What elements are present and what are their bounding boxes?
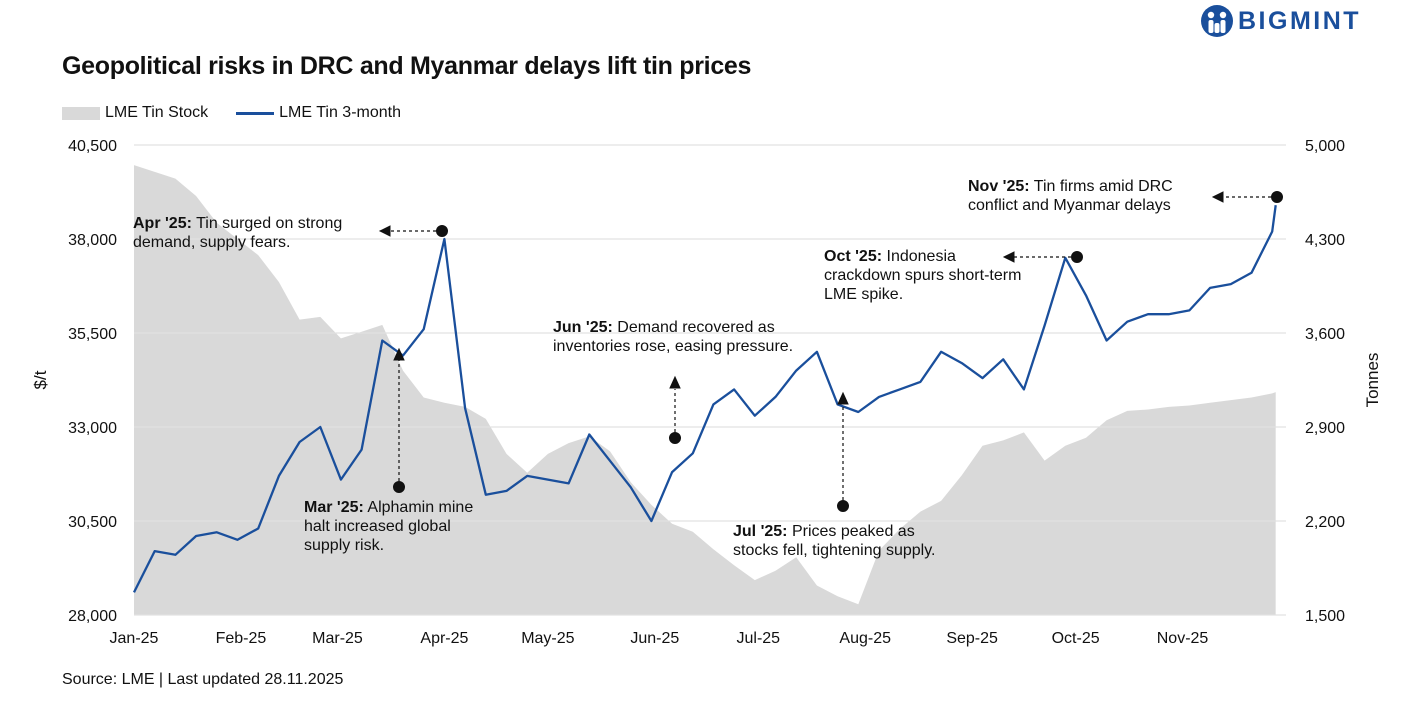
gridlines-overlay xyxy=(134,144,1286,616)
x-tick-label: Mar-25 xyxy=(312,630,363,647)
right-tick-label: 2,200 xyxy=(1305,514,1345,531)
annotation-oct-title: Oct '25: xyxy=(824,248,883,265)
x-tick-label: Oct-25 xyxy=(1052,630,1100,647)
x-tick-label: Apr-25 xyxy=(420,630,468,647)
marker-arrow-jul xyxy=(837,391,849,405)
stock-area xyxy=(134,165,1276,615)
source-note: Source: LME | Last updated 28.11.2025 xyxy=(62,671,344,688)
left-axis-ticks: 28,000 30,500 33,000 35,500 38,000 40,500 xyxy=(68,138,117,625)
annotation-oct-text: Indonesia crackdown spurs short-term LME… xyxy=(824,248,1022,303)
legend-label-price: LME Tin 3-month xyxy=(279,104,401,121)
right-tick-label: 4,300 xyxy=(1305,232,1345,249)
marker-arrow-nov xyxy=(1211,191,1224,203)
annotation-jun-title: Jun '25: xyxy=(553,319,613,336)
x-tick-label: May-25 xyxy=(521,630,574,647)
left-tick-label: 38,000 xyxy=(68,232,117,249)
chart-title: Geopolitical risks in DRC and Myanmar de… xyxy=(62,52,752,80)
left-axis-title: $/t xyxy=(31,370,50,389)
annotation-jul-title: Jul '25: xyxy=(733,523,788,540)
x-tick-label: Aug-25 xyxy=(839,630,891,647)
chart-legend: LME Tin Stock LME Tin 3-month xyxy=(62,104,429,122)
x-tick-label: Sep-25 xyxy=(946,630,998,647)
annotation-jun: Jun '25: Demand recovered as inventories… xyxy=(553,318,798,356)
marker-arrow-jun xyxy=(669,375,681,389)
right-axis-title: Tonnes xyxy=(1363,353,1382,408)
annotation-mar-text: Alphamin mine halt increased global supp… xyxy=(304,499,474,554)
annotation-nov: Nov '25: Tin firms amid DRC conflict and… xyxy=(968,177,1216,215)
price-line xyxy=(132,205,1277,593)
left-tick-label: 40,500 xyxy=(68,138,117,155)
right-axis-ticks: 1,500 2,200 2,900 3,600 4,300 5,000 xyxy=(1305,138,1345,625)
bigmint-logo: BIGMINT xyxy=(1200,4,1361,38)
x-tick-label: Jul-25 xyxy=(736,630,780,647)
annotation-apr-title: Apr '25: xyxy=(133,215,192,232)
x-tick-label: Jun-25 xyxy=(630,630,679,647)
left-tick-label: 28,000 xyxy=(68,608,117,625)
annotation-apr-text: Tin surged on strong demand, supply fear… xyxy=(133,215,343,251)
x-tick-label: Jan-25 xyxy=(110,630,159,647)
brand-name: BIGMINT xyxy=(1238,6,1362,35)
marker-dot-apr xyxy=(436,225,448,237)
bigmint-emblem-icon xyxy=(1201,5,1233,37)
annotation-nov-text: Tin firms amid DRC conflict and Myanmar … xyxy=(968,178,1173,214)
marker-dot-mar xyxy=(393,481,405,493)
left-tick-label: 35,500 xyxy=(68,326,117,343)
x-tick-label: Nov-25 xyxy=(1157,630,1209,647)
annotation-mar: Mar '25: Alphamin mine halt increased gl… xyxy=(304,498,474,555)
marker-dot-nov xyxy=(1271,191,1283,203)
annotation-mar-title: Mar '25: xyxy=(304,499,364,516)
left-tick-label: 30,500 xyxy=(68,514,117,531)
right-tick-label: 1,500 xyxy=(1305,608,1345,625)
marker-arrow-oct xyxy=(1002,251,1015,263)
right-tick-label: 3,600 xyxy=(1305,326,1345,343)
x-axis-ticks: Jan-25 Feb-25 Mar-25 Apr-25 May-25 Jun-25 Jul-… xyxy=(110,630,1209,647)
legend-label-stock: LME Tin Stock xyxy=(105,104,209,121)
right-tick-label: 5,000 xyxy=(1305,138,1345,155)
left-tick-label: 33,000 xyxy=(68,420,117,437)
marker-arrow-mar xyxy=(393,347,405,361)
annotation-apr: Apr '25: Tin surged on strong demand, su… xyxy=(133,214,383,252)
marker-dot-jul xyxy=(837,500,849,512)
marker-dot-oct xyxy=(1071,251,1083,263)
annotation-nov-title: Nov '25: xyxy=(968,178,1030,195)
marker-dot-jun xyxy=(669,432,681,444)
right-tick-label: 2,900 xyxy=(1305,420,1345,437)
annotation-oct: Oct '25: Indonesia crackdown spurs short… xyxy=(824,247,1034,304)
annotation-jun-text: Demand recovered as inventories rose, ea… xyxy=(553,319,794,355)
annotation-markers xyxy=(378,191,1283,512)
annotation-jul: Jul '25: Prices peaked as stocks fell, t… xyxy=(733,522,953,560)
legend-swatch-price xyxy=(236,111,275,115)
legend-item-stock: LME Tin Stock xyxy=(62,104,208,122)
x-tick-label: Feb-25 xyxy=(216,630,267,647)
legend-swatch-stock xyxy=(62,106,100,120)
marker-arrow-apr xyxy=(378,225,391,237)
legend-item-price: LME Tin 3-month xyxy=(236,104,401,122)
annotation-jul-text: Prices peaked as stocks fell, tightening… xyxy=(733,523,936,559)
